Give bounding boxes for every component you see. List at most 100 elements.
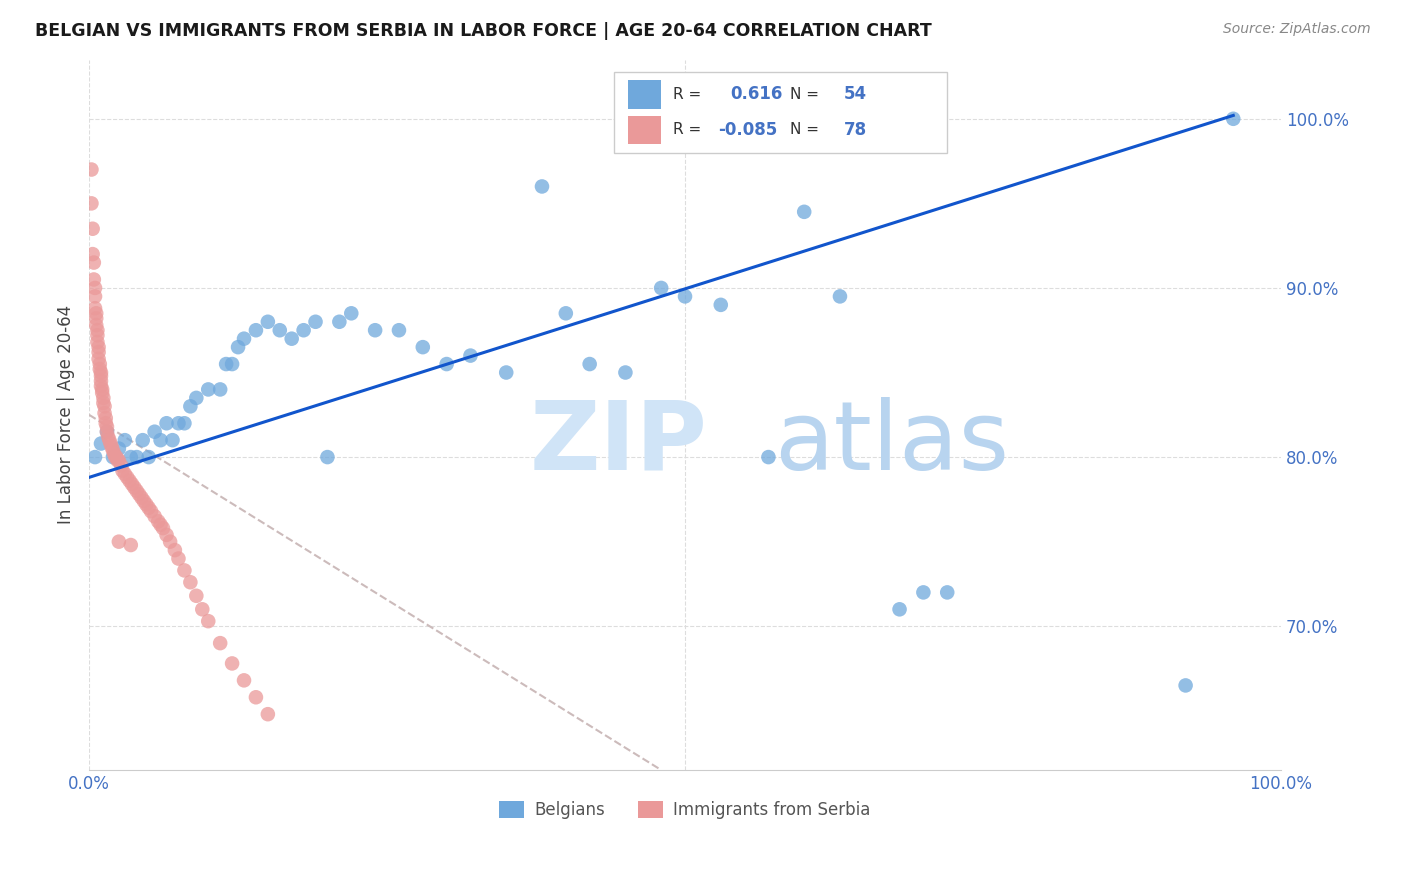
- Point: [114, 433, 136, 447]
- Point: [108, 534, 131, 549]
- Point: [173, 417, 195, 431]
- Legend: Belgians, Immigrants from Serbia: Belgians, Immigrants from Serbia: [492, 794, 877, 826]
- Point: [84, 311, 107, 326]
- Point: [460, 349, 482, 363]
- Text: 54: 54: [844, 86, 866, 103]
- Point: [209, 383, 232, 397]
- Point: [292, 323, 315, 337]
- Point: [650, 281, 672, 295]
- Point: [159, 534, 181, 549]
- Point: [614, 366, 637, 380]
- Point: [128, 487, 150, 501]
- Point: [167, 551, 190, 566]
- Y-axis label: In Labor Force | Age 20-64: In Labor Force | Age 20-64: [58, 305, 75, 524]
- Point: [364, 323, 387, 337]
- Point: [554, 306, 576, 320]
- Point: [111, 464, 134, 478]
- Point: [495, 366, 517, 380]
- Point: [87, 345, 110, 359]
- Point: [186, 589, 208, 603]
- Point: [84, 281, 107, 295]
- Point: [124, 481, 146, 495]
- Point: [132, 494, 155, 508]
- Point: [139, 504, 162, 518]
- Point: [84, 306, 107, 320]
- Point: [114, 467, 136, 481]
- Point: [131, 433, 153, 447]
- Point: [83, 255, 105, 269]
- Point: [83, 272, 105, 286]
- Point: [163, 543, 186, 558]
- Point: [118, 474, 141, 488]
- Point: [89, 357, 111, 371]
- Point: [209, 636, 232, 650]
- Text: BELGIAN VS IMMIGRANTS FROM SERBIA IN LABOR FORCE | AGE 20-64 CORRELATION CHART: BELGIAN VS IMMIGRANTS FROM SERBIA IN LAB…: [35, 22, 932, 40]
- Point: [96, 425, 118, 439]
- Point: [90, 374, 112, 388]
- Point: [197, 614, 219, 628]
- FancyBboxPatch shape: [613, 71, 948, 153]
- Point: [125, 450, 148, 464]
- Point: [90, 366, 112, 380]
- Text: 78: 78: [844, 121, 866, 139]
- Point: [179, 575, 201, 590]
- Point: [94, 411, 117, 425]
- Point: [91, 385, 114, 400]
- Point: [100, 440, 122, 454]
- Point: [328, 315, 350, 329]
- Point: [710, 298, 733, 312]
- Point: [98, 433, 121, 447]
- Point: [155, 528, 177, 542]
- Point: [412, 340, 434, 354]
- Point: [84, 301, 107, 316]
- Point: [115, 470, 138, 484]
- Point: [93, 400, 115, 414]
- Point: [149, 517, 172, 532]
- Point: [233, 332, 256, 346]
- Point: [108, 442, 131, 456]
- Point: [80, 196, 103, 211]
- Point: [89, 362, 111, 376]
- Point: [197, 383, 219, 397]
- Point: [87, 340, 110, 354]
- Text: N =: N =: [790, 87, 824, 102]
- Point: [84, 450, 107, 464]
- Point: [82, 247, 104, 261]
- Point: [578, 357, 600, 371]
- Point: [97, 430, 120, 444]
- Point: [110, 458, 132, 473]
- Point: [179, 400, 201, 414]
- Point: [1222, 112, 1244, 126]
- Point: [912, 585, 935, 599]
- Point: [143, 509, 166, 524]
- Point: [103, 447, 125, 461]
- Point: [93, 391, 115, 405]
- Point: [93, 406, 115, 420]
- Point: [107, 453, 129, 467]
- Point: [86, 328, 108, 343]
- Point: [155, 417, 177, 431]
- Point: [828, 289, 851, 303]
- Point: [108, 453, 131, 467]
- Point: [125, 483, 148, 498]
- Point: [186, 391, 208, 405]
- Point: [388, 323, 411, 337]
- Point: [221, 357, 243, 371]
- Point: [340, 306, 363, 320]
- Point: [86, 334, 108, 349]
- Point: [148, 514, 170, 528]
- Point: [673, 289, 696, 303]
- Text: Source: ZipAtlas.com: Source: ZipAtlas.com: [1223, 22, 1371, 37]
- Point: [304, 315, 326, 329]
- Point: [80, 162, 103, 177]
- Point: [167, 417, 190, 431]
- Point: [316, 450, 339, 464]
- Point: [245, 323, 267, 337]
- Point: [101, 450, 124, 464]
- Point: [889, 602, 911, 616]
- Point: [221, 657, 243, 671]
- Point: [135, 498, 157, 512]
- Bar: [628, 116, 661, 145]
- Text: R =: R =: [673, 87, 706, 102]
- Point: [120, 450, 142, 464]
